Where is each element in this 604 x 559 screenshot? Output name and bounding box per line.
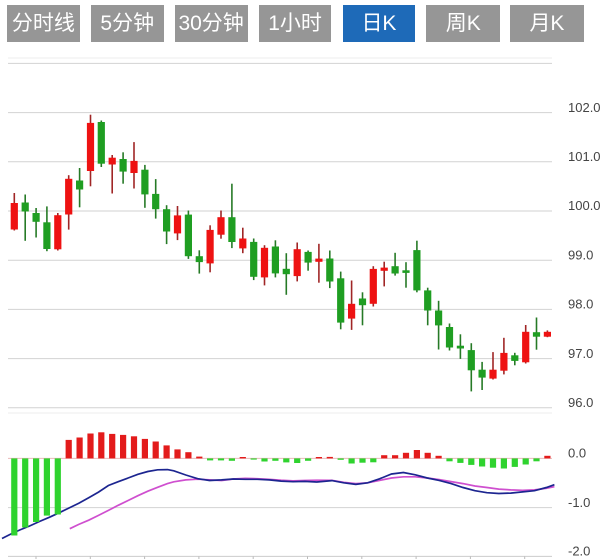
- svg-text:97.0: 97.0: [568, 346, 593, 361]
- svg-text:-1.0: -1.0: [568, 495, 590, 510]
- svg-text:99.0: 99.0: [568, 247, 593, 262]
- svg-text:100.0: 100.0: [568, 198, 601, 213]
- svg-text:96.0: 96.0: [568, 395, 593, 410]
- svg-text:98.0: 98.0: [568, 297, 593, 312]
- svg-text:0.0: 0.0: [568, 446, 586, 461]
- svg-text:102.0: 102.0: [568, 100, 601, 115]
- svg-text:-2.0: -2.0: [568, 544, 590, 559]
- svg-text:101.0: 101.0: [568, 149, 601, 164]
